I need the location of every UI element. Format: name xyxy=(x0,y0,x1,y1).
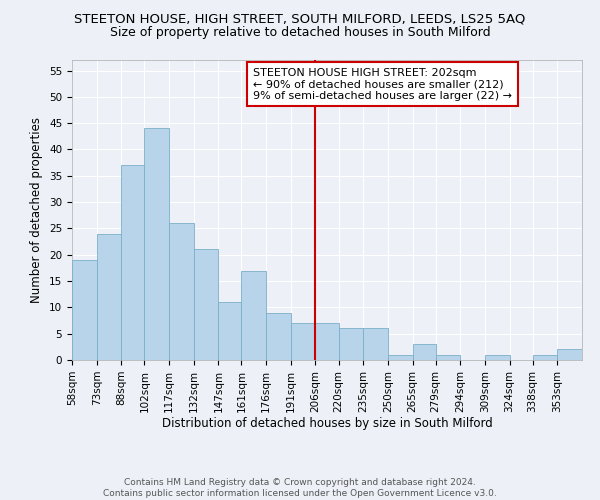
Bar xyxy=(388,354,413,360)
Bar xyxy=(241,270,266,360)
Bar xyxy=(145,128,169,360)
Bar xyxy=(533,354,557,360)
Bar xyxy=(266,312,291,360)
X-axis label: Distribution of detached houses by size in South Milford: Distribution of detached houses by size … xyxy=(161,418,493,430)
Bar xyxy=(97,234,121,360)
Bar xyxy=(121,166,145,360)
Y-axis label: Number of detached properties: Number of detached properties xyxy=(31,117,43,303)
Bar xyxy=(169,223,194,360)
Bar xyxy=(72,260,97,360)
Bar xyxy=(316,323,338,360)
Bar xyxy=(291,323,316,360)
Bar xyxy=(194,250,218,360)
Text: Contains HM Land Registry data © Crown copyright and database right 2024.
Contai: Contains HM Land Registry data © Crown c… xyxy=(103,478,497,498)
Bar xyxy=(557,350,582,360)
Text: STEETON HOUSE HIGH STREET: 202sqm
← 90% of detached houses are smaller (212)
9% : STEETON HOUSE HIGH STREET: 202sqm ← 90% … xyxy=(253,68,512,100)
Bar xyxy=(218,302,241,360)
Bar xyxy=(485,354,509,360)
Bar xyxy=(413,344,436,360)
Text: STEETON HOUSE, HIGH STREET, SOUTH MILFORD, LEEDS, LS25 5AQ: STEETON HOUSE, HIGH STREET, SOUTH MILFOR… xyxy=(74,12,526,26)
Bar xyxy=(363,328,388,360)
Text: Size of property relative to detached houses in South Milford: Size of property relative to detached ho… xyxy=(110,26,490,39)
Bar xyxy=(338,328,363,360)
Bar xyxy=(436,354,460,360)
